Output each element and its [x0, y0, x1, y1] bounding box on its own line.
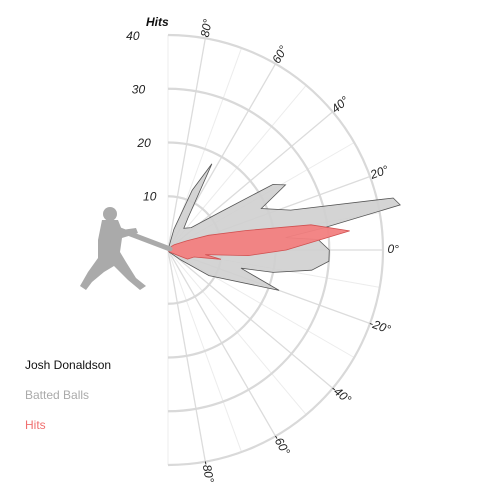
angle-tick-label: -20°: [367, 316, 393, 337]
radial-tick-label: 20: [136, 136, 151, 150]
angle-tick-label: -60°: [270, 432, 293, 458]
angle-tick-label: 20°: [367, 162, 390, 182]
legend-player: Josh Donaldson: [25, 358, 112, 372]
batter-silhouette-icon: [80, 207, 173, 290]
hits-area: [167, 224, 350, 260]
radial-tick-label: 30: [132, 83, 146, 97]
radial-tick-labels: 10 20 30 40: [126, 29, 157, 203]
angle-tick-label: -40°: [328, 382, 354, 407]
radial-tick-label: 40: [126, 29, 140, 43]
legend-batted-balls: Batted Balls: [25, 388, 90, 402]
angle-tick-label: 0°: [387, 242, 399, 256]
radial-grid-ring: [167, 33, 385, 467]
series-layer: [167, 163, 401, 291]
angle-tick-label: -80°: [199, 460, 217, 484]
legend-hits: Hits: [25, 418, 46, 432]
radial-tick-label: 10: [143, 190, 157, 204]
angle-tick-label: 80°: [198, 18, 215, 38]
radial-axis-title: Hits: [146, 15, 169, 29]
